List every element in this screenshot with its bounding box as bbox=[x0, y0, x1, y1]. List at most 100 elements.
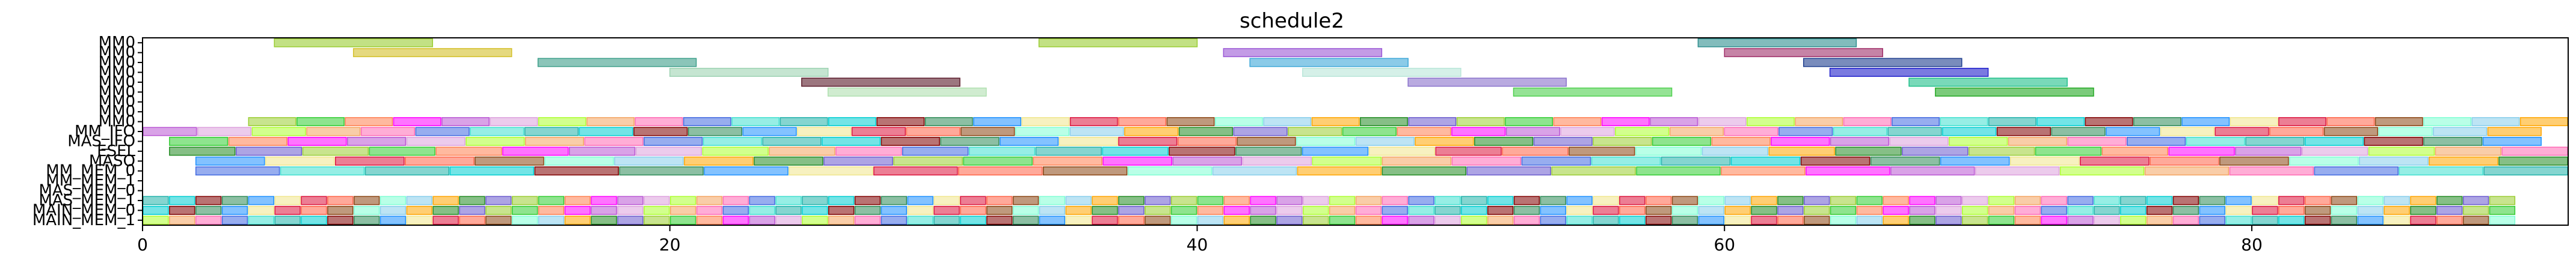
task-bar bbox=[1170, 196, 1197, 205]
task-bar bbox=[2181, 117, 2230, 127]
task-bar bbox=[2079, 156, 2150, 166]
task-bar bbox=[1771, 136, 1830, 146]
task-bar bbox=[2359, 156, 2429, 166]
task-bar bbox=[1803, 205, 1830, 215]
task-bar bbox=[1698, 216, 1724, 225]
task-bar bbox=[999, 136, 1059, 146]
task-bar bbox=[614, 156, 684, 166]
task-bar bbox=[2059, 166, 2145, 176]
task-bar bbox=[1591, 156, 1661, 166]
task-bar bbox=[534, 166, 619, 176]
task-bar bbox=[406, 196, 432, 205]
task-bar bbox=[195, 196, 222, 205]
task-bar bbox=[579, 127, 633, 136]
task-bar bbox=[406, 205, 432, 215]
task-bar bbox=[1968, 147, 2035, 156]
task-bar bbox=[1669, 127, 1724, 136]
task-bar bbox=[669, 216, 696, 225]
task-bar bbox=[2278, 196, 2305, 205]
task-bar bbox=[1751, 216, 1777, 225]
task-bar bbox=[459, 216, 485, 225]
task-bar bbox=[1102, 147, 1169, 156]
task-bar bbox=[1806, 166, 1890, 176]
y-tick-label: ESEL bbox=[97, 142, 135, 160]
task-bar bbox=[1593, 136, 1652, 146]
task-bar bbox=[1551, 166, 1636, 176]
task-bar bbox=[1288, 127, 1342, 136]
task-bar bbox=[2410, 205, 2436, 215]
task-bar bbox=[2245, 136, 2305, 146]
task-bar bbox=[2014, 216, 2041, 225]
task-bar bbox=[2399, 166, 2483, 176]
task-bar bbox=[1382, 205, 1408, 215]
task-bar bbox=[1830, 136, 1889, 146]
task-bar bbox=[1263, 117, 1312, 127]
task-bar bbox=[228, 136, 287, 146]
task-bar bbox=[1949, 136, 2008, 146]
task-bar bbox=[2364, 136, 2423, 146]
task-bar bbox=[470, 127, 524, 136]
task-bar bbox=[702, 136, 762, 146]
task-bar bbox=[306, 127, 361, 136]
task-bar bbox=[1233, 127, 1288, 136]
task-bar bbox=[143, 205, 169, 215]
task-bar bbox=[619, 166, 704, 176]
task-bar bbox=[2252, 216, 2278, 225]
task-bar bbox=[1645, 205, 1672, 215]
task-bar bbox=[2094, 205, 2120, 215]
task-bar bbox=[1039, 196, 1066, 205]
task-bar bbox=[345, 117, 393, 127]
task-bar bbox=[1276, 196, 1303, 205]
task-bar bbox=[2215, 127, 2269, 136]
task-bar bbox=[2323, 127, 2378, 136]
task-bar bbox=[274, 38, 433, 47]
task-bar bbox=[143, 216, 169, 225]
task-bar bbox=[1012, 216, 1039, 225]
task-bar bbox=[1856, 205, 1883, 215]
task-bar bbox=[1795, 117, 1843, 127]
task-bar bbox=[251, 127, 306, 136]
task-bar bbox=[380, 205, 407, 215]
task-bar bbox=[797, 127, 852, 136]
task-bar bbox=[2225, 205, 2252, 215]
task-bar bbox=[1118, 216, 1145, 225]
task-bar bbox=[1407, 77, 1567, 87]
task-bar bbox=[169, 196, 195, 205]
task-bar bbox=[2304, 196, 2331, 205]
task-bar bbox=[1566, 216, 1593, 225]
task-bar bbox=[2252, 196, 2278, 205]
task-bar bbox=[2199, 216, 2225, 225]
task-bar bbox=[1038, 38, 1198, 47]
task-bar bbox=[1360, 117, 1408, 127]
task-bar bbox=[1250, 205, 1276, 215]
task-bar bbox=[635, 117, 683, 127]
task-bar bbox=[353, 205, 380, 215]
task-bar bbox=[274, 196, 301, 205]
task-bar bbox=[1540, 196, 1566, 205]
task-bar bbox=[2225, 196, 2252, 205]
task-bar bbox=[644, 205, 670, 215]
task-bar bbox=[1092, 196, 1118, 205]
task-bar bbox=[2462, 205, 2489, 215]
task-bar bbox=[1593, 205, 1619, 215]
task-bar bbox=[1451, 127, 1506, 136]
task-bar bbox=[1777, 196, 1804, 205]
task-bar bbox=[459, 196, 485, 205]
task-bar bbox=[2146, 216, 2173, 225]
task-bar bbox=[1487, 216, 1514, 225]
task-bar bbox=[986, 196, 1013, 205]
task-bar bbox=[828, 196, 855, 205]
task-bar bbox=[1311, 117, 1360, 127]
task-bar bbox=[1276, 216, 1303, 225]
task-bar bbox=[1451, 156, 1522, 166]
task-bar bbox=[2331, 216, 2358, 225]
y-tick-label: MM0 bbox=[99, 63, 135, 81]
task-bar bbox=[2120, 216, 2147, 225]
task-bar bbox=[2462, 216, 2489, 225]
task-bar bbox=[1593, 216, 1619, 225]
task-bar bbox=[1408, 117, 1457, 127]
task-bar bbox=[1635, 147, 1702, 156]
task-bar bbox=[1329, 216, 1356, 225]
task-bar bbox=[466, 136, 525, 146]
task-bar bbox=[802, 216, 828, 225]
